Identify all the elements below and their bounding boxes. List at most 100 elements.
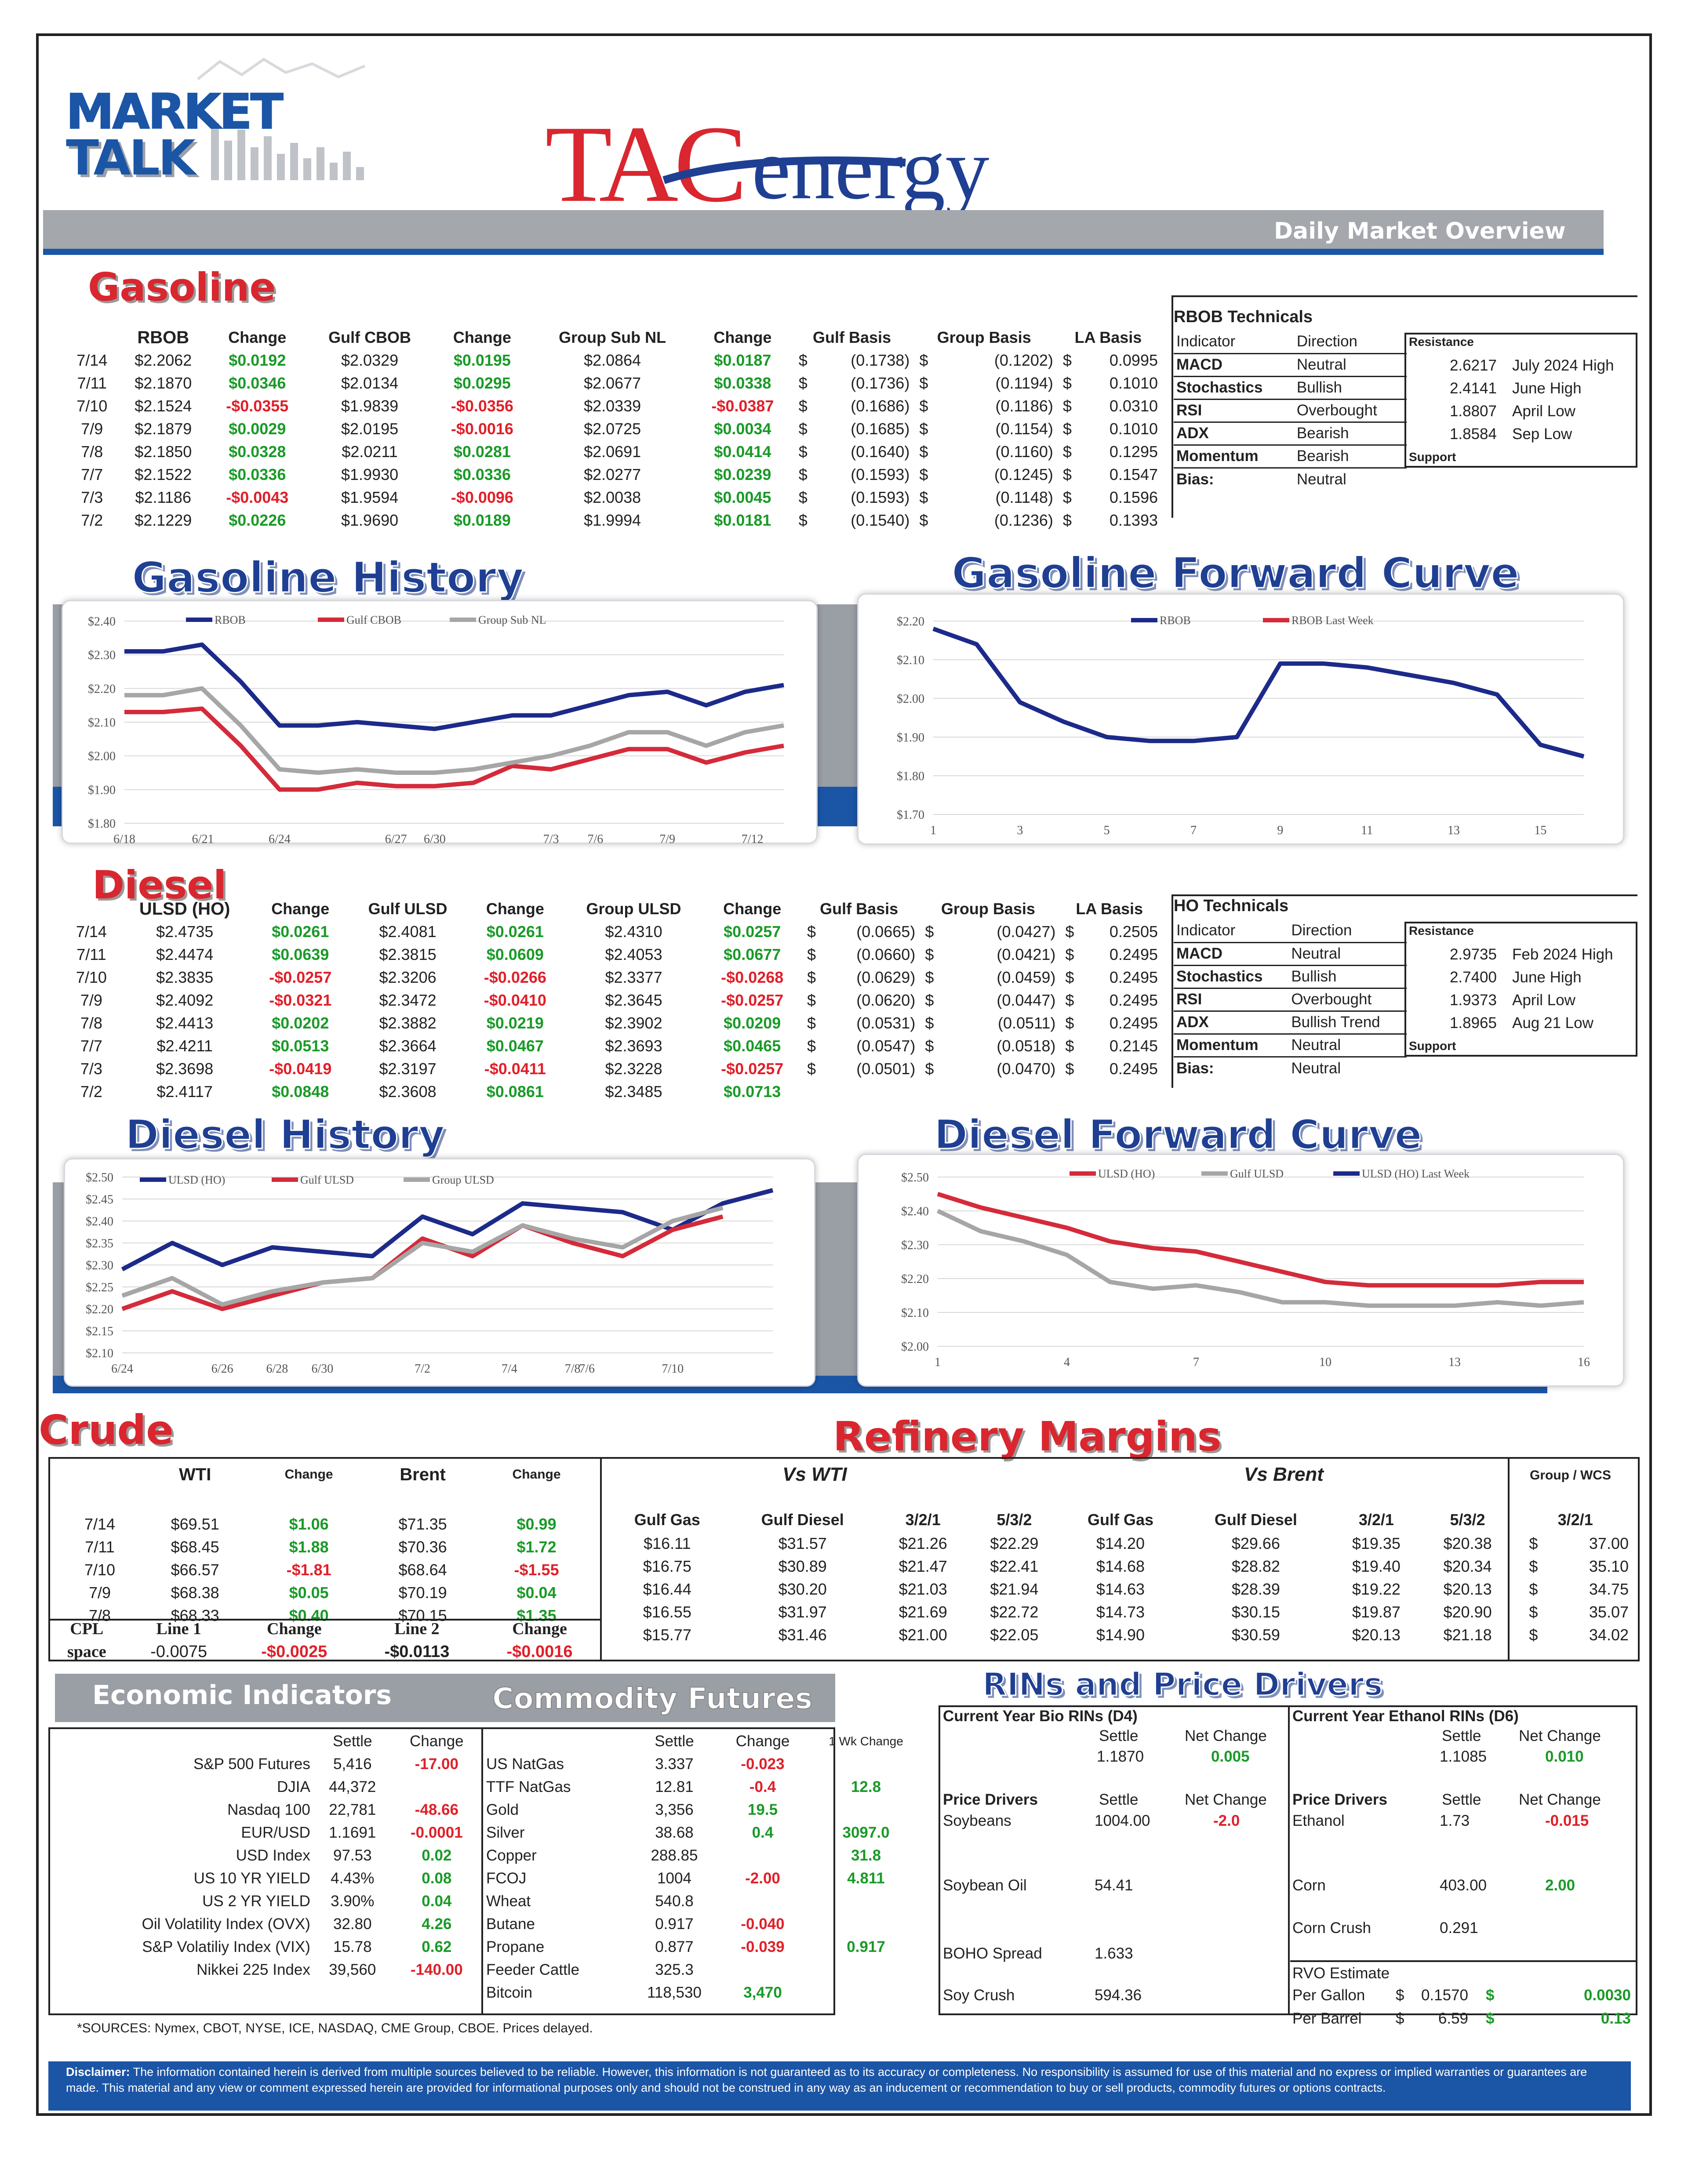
- econ-name: S&P 500 Futures: [193, 1755, 310, 1773]
- price-value: $2.0195: [341, 420, 399, 438]
- futures-row: Feeder Cattle 325.3: [484, 1959, 925, 1981]
- technicals-row: Bias: Neutral: [1174, 1057, 1407, 1079]
- price-value: $68.64: [398, 1561, 447, 1579]
- indicator-direction: Bullish: [1291, 968, 1337, 985]
- futures-settle-header: Settle: [655, 1733, 694, 1750]
- margin-number: $29.66: [1231, 1534, 1280, 1552]
- margin-header: 5/3/2: [997, 1511, 1032, 1529]
- price-value: $2.3485: [605, 1083, 662, 1101]
- crude-table: WTI Change Brent Change 7/14 $69.51 $1.06 $…: [62, 1459, 593, 1627]
- price-drivers-right: Price Drivers: [1292, 1791, 1387, 1808]
- basis-value: [918, 1080, 1058, 1103]
- dollar-sign: $: [925, 923, 934, 941]
- series-line-ulsd-ho-: [937, 1192, 1584, 1288]
- margin-number: $30.20: [778, 1580, 827, 1598]
- futures-settle: 325.3: [655, 1961, 694, 1978]
- futures-settle: 1004: [657, 1870, 691, 1887]
- column-header: Change: [486, 900, 544, 918]
- diesel-table: ULSD (HO) Change Gulf ULSD Change Group ULSD…: [66, 898, 1160, 1103]
- table-row: 7/9 $2.4092 -$0.0321 $2.3472 -$0.0410 $2.3645…: [66, 989, 1160, 1012]
- table-row: 7/9 $2.1879 $0.0029 $2.0195 -$0.0016 $2.0725 $…: [66, 418, 1160, 440]
- margin-number: 34.02: [1589, 1626, 1629, 1644]
- price-value: $2.0211: [342, 443, 398, 461]
- change-value: $0.0181: [714, 511, 771, 529]
- y-tick-label: $2.35: [86, 1237, 113, 1250]
- x-tick-label: 10: [1319, 1355, 1331, 1369]
- support-label: Support: [1409, 450, 1456, 464]
- futures-week-change: [807, 1959, 925, 1981]
- futures-name: FCOJ: [486, 1870, 527, 1887]
- x-tick-label: 7/2: [415, 1362, 430, 1376]
- level-value: 1.8807: [1449, 403, 1497, 420]
- margin-number: $14.63: [1096, 1580, 1145, 1598]
- price-value: $68.38: [171, 1584, 219, 1602]
- margin-number: $16.75: [643, 1557, 691, 1575]
- margin-value: $31.57: [728, 1532, 877, 1555]
- indicator-direction: Bullish: [1296, 379, 1342, 396]
- margin-number: $20.38: [1443, 1534, 1492, 1552]
- price-value: $2.0134: [341, 374, 399, 392]
- indicator-direction: Neutral: [1291, 1059, 1341, 1077]
- indicator-header: Indicator: [1176, 922, 1236, 939]
- legend-label: ULSD (HO): [1098, 1167, 1155, 1180]
- logo-line1: MARKET: [65, 83, 284, 140]
- brand-tac: TAC: [545, 103, 747, 225]
- direction-header: Direction: [1296, 333, 1358, 350]
- x-tick-label: 15: [1534, 824, 1546, 837]
- change-value: -$0.0268: [721, 968, 784, 986]
- futures-change: -0.4: [749, 1778, 776, 1795]
- margin-number: $20.34: [1443, 1557, 1492, 1575]
- price-value: $2.3835: [156, 968, 214, 986]
- margin-value: $15.77: [607, 1624, 728, 1646]
- margin-number: $21.03: [899, 1580, 947, 1598]
- price-value: $2.1522: [135, 465, 192, 483]
- la-basis-value: $0.0310: [1056, 395, 1160, 418]
- price-value: $2.4053: [605, 945, 662, 963]
- row-date: 7/10: [76, 968, 107, 986]
- driver-name: Soybeans: [943, 1812, 1011, 1829]
- futures-row: US NatGas 3.337 -0.023: [484, 1753, 925, 1776]
- econ-bar: [55, 1674, 835, 1722]
- margin-header: 5/3/2: [1450, 1511, 1485, 1529]
- cpl-change-label: Change: [267, 1620, 322, 1638]
- table-row: 7/10 $2.1524 -$0.0355 $1.9839 -$0.0356 $2.033…: [66, 395, 1160, 418]
- margin-number: $28.82: [1231, 1557, 1280, 1575]
- technicals-row: Stochastics Bullish: [1174, 376, 1407, 399]
- la-basis-value: $0.2495: [1058, 1012, 1160, 1035]
- basis-number: (0.0620): [856, 991, 916, 1009]
- la-basis-value: $0.2495: [1058, 1057, 1160, 1080]
- price-value: $2.1850: [135, 443, 192, 461]
- la-number: 0.2495: [1109, 1060, 1158, 1078]
- price-value: $2.3228: [605, 1060, 662, 1078]
- indicator-name: Bias:: [1176, 470, 1214, 488]
- dollar-sign: $: [807, 991, 816, 1009]
- indicator-name: Momentum: [1176, 447, 1259, 465]
- technicals-row: Momentum Bearish: [1174, 445, 1407, 468]
- change-value: $1.35: [517, 1606, 557, 1624]
- change-value: $0.0189: [453, 511, 511, 529]
- change-value: $0.99: [517, 1515, 557, 1533]
- change-value: $1.88: [289, 1538, 329, 1556]
- margin-value: $31.97: [728, 1601, 877, 1624]
- column-header: Change: [713, 328, 772, 346]
- basis-number: (0.0501): [856, 1060, 916, 1078]
- futures-settle: 288.85: [651, 1847, 698, 1864]
- level-label: Sep Low: [1512, 425, 1572, 443]
- price-value: $2.0329: [341, 351, 399, 369]
- basis-number: (0.0531): [856, 1014, 916, 1032]
- page-frame: [36, 33, 1652, 2116]
- legend-label: RBOB: [215, 614, 246, 626]
- dollar-sign: $: [925, 968, 934, 986]
- d6-title: Current Year Ethanol RINs (D6): [1292, 1708, 1519, 1725]
- basis-number: (0.0421): [997, 945, 1056, 963]
- x-tick-label: 7/3: [543, 832, 559, 845]
- indicator-direction: Overbought: [1291, 991, 1372, 1008]
- margin-number: $22.41: [990, 1557, 1039, 1575]
- margin-value: $16.44: [607, 1578, 728, 1601]
- x-tick-label: 13: [1448, 824, 1460, 837]
- basis-value: $ (0.0665): [800, 920, 918, 943]
- basis-value: $ (0.0447): [918, 989, 1058, 1012]
- dollar-sign: $: [1065, 991, 1074, 1009]
- margin-value: $19.40: [1331, 1555, 1422, 1578]
- technicals-row: RSI Overbought: [1174, 399, 1407, 422]
